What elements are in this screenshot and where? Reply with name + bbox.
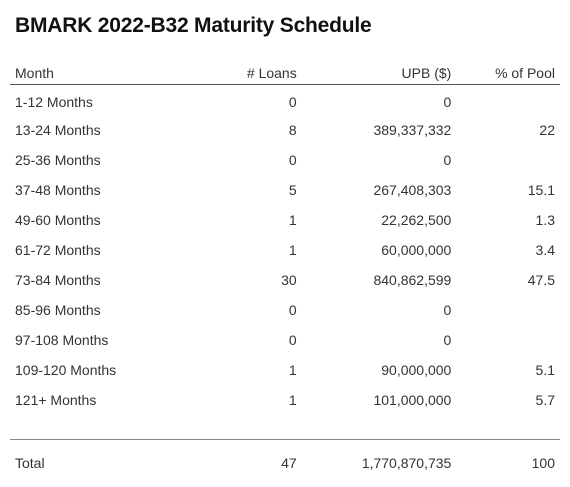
table-row: 49-60 Months 1 22,262,500 1.3: [10, 205, 560, 235]
cell-month: 37-48 Months: [15, 182, 101, 198]
cell-upb: 22,262,500: [381, 212, 452, 228]
cell-pct: 5.7: [535, 392, 555, 408]
table-row: 121+ Months 1 101,000,000 5.7: [10, 385, 560, 415]
cell-loans: 1: [288, 242, 297, 258]
cell-loans: 1: [288, 362, 297, 378]
cell-pct: 3.4: [535, 242, 555, 258]
cell-upb: 60,000,000: [381, 242, 452, 258]
column-header-month: Month: [10, 62, 207, 85]
total-pct: 100: [531, 455, 555, 471]
cell-pct: 1.3: [535, 212, 555, 228]
cell-upb: 0: [443, 332, 452, 348]
cell-upb: 0: [443, 94, 452, 110]
table-row: 25-36 Months 0 0: [10, 145, 560, 175]
cell-loans: 5: [288, 182, 297, 198]
table-row: 109-120 Months 1 90,000,000 5.1: [10, 355, 560, 385]
cell-pct: 15.1: [527, 182, 555, 198]
cell-month: 85-96 Months: [15, 302, 101, 318]
cell-upb: 840,862,599: [373, 272, 452, 288]
cell-pct: 22: [539, 122, 555, 138]
table-row: 1-12 Months 0 0: [10, 85, 560, 116]
page-title: BMARK 2022-B32 Maturity Schedule: [15, 14, 372, 37]
column-header-loans: # Loans: [206, 62, 302, 85]
maturity-schedule-table: Month # Loans UPB ($) % of Pool 1-12 Mon…: [10, 62, 560, 482]
table-header-row: Month # Loans UPB ($) % of Pool: [10, 62, 560, 85]
cell-loans: 1: [288, 392, 297, 408]
table-row: 85-96 Months 0 0: [10, 295, 560, 325]
table-row: 61-72 Months 1 60,000,000 3.4: [10, 235, 560, 265]
column-header-pct: % of Pool: [456, 62, 560, 85]
cell-month: 121+ Months: [15, 392, 97, 408]
cell-loans: 0: [288, 94, 297, 110]
cell-loans: 0: [288, 332, 297, 348]
cell-pct: [456, 295, 560, 325]
total-loans: 47: [281, 455, 297, 471]
cell-upb: 0: [443, 302, 452, 318]
cell-upb: 101,000,000: [373, 392, 452, 408]
total-label: Total: [15, 455, 45, 471]
cell-upb: 0: [443, 152, 452, 168]
cell-pct: [456, 325, 560, 355]
cell-month: 97-108 Months: [15, 332, 109, 348]
cell-month: 73-84 Months: [15, 272, 101, 288]
cell-month: 1-12 Months: [15, 94, 93, 110]
total-divider: [10, 415, 560, 440]
cell-pct: 47.5: [527, 272, 555, 288]
cell-month: 61-72 Months: [15, 242, 101, 258]
cell-upb: 90,000,000: [381, 362, 452, 378]
cell-pct: [456, 145, 560, 175]
total-row: Total 47 1,770,870,735 100: [10, 440, 560, 483]
cell-loans: 30: [281, 272, 297, 288]
cell-pct: 5.1: [535, 362, 555, 378]
column-header-upb: UPB ($): [301, 62, 457, 85]
total-upb: 1,770,870,735: [361, 455, 452, 471]
cell-loans: 0: [288, 152, 297, 168]
table-row: 97-108 Months 0 0: [10, 325, 560, 355]
table-row: 37-48 Months 5 267,408,303 15.1: [10, 175, 560, 205]
cell-pct: [456, 85, 560, 116]
cell-upb: 389,337,332: [373, 122, 452, 138]
cell-loans: 0: [288, 302, 297, 318]
cell-upb: 267,408,303: [373, 182, 452, 198]
table-row: 73-84 Months 30 840,862,599 47.5: [10, 265, 560, 295]
cell-month: 25-36 Months: [15, 152, 101, 168]
cell-loans: 8: [288, 122, 297, 138]
table-row: 13-24 Months 8 389,337,332 22: [10, 115, 560, 145]
cell-loans: 1: [288, 212, 297, 228]
cell-month: 49-60 Months: [15, 212, 101, 228]
cell-month: 13-24 Months: [15, 122, 101, 138]
cell-month: 109-120 Months: [15, 362, 117, 378]
